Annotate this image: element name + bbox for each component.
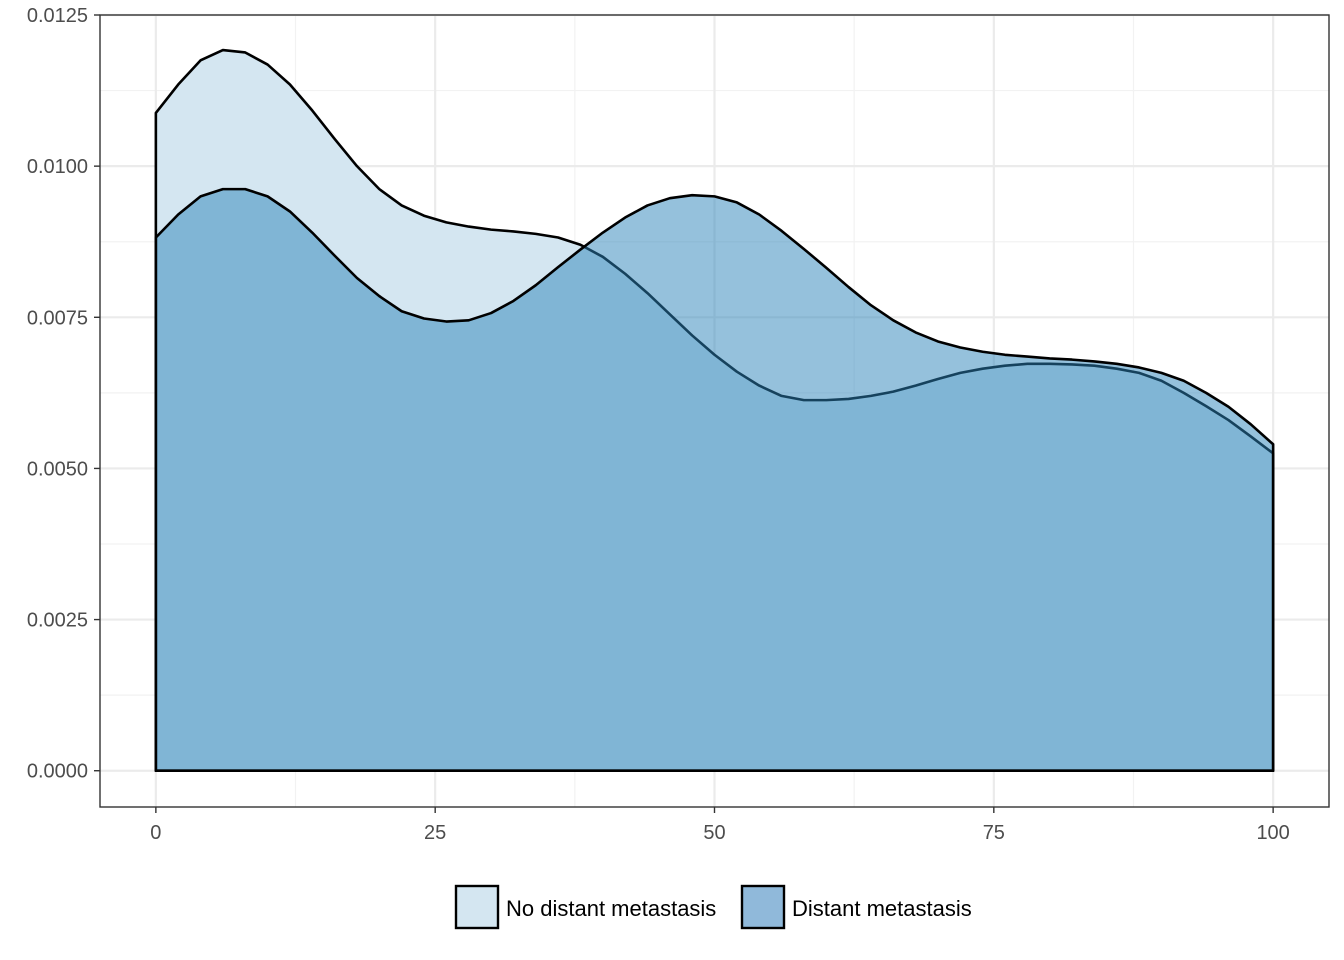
density-area-distant-metastasis (154, 187, 1275, 773)
y-tick-label: 0.0075 (27, 307, 88, 329)
y-tick-label: 0.0050 (27, 458, 88, 480)
x-tick-label: 75 (983, 822, 1005, 844)
x-tick-label: 50 (703, 822, 725, 844)
legend: No distant metastasis Distant metastasis (454, 884, 972, 930)
legend-label-distant-metastasis: Distant metastasis (792, 896, 972, 921)
y-tick-label: 0.0100 (27, 156, 88, 178)
x-tick-label: 100 (1256, 822, 1289, 844)
y-tick-label: 0.0025 (27, 610, 88, 632)
x-tick-label: 25 (424, 822, 446, 844)
y-tick-label: 0.0125 (27, 5, 88, 27)
density-areas (154, 48, 1275, 773)
legend-key-no-distant-metastasis (454, 884, 500, 930)
legend-key-distant-metastasis (740, 884, 786, 930)
axes: 0 25 50 75 100 0.0000 0.0025 0.0050 0.0075 0.0100… (27, 5, 1290, 844)
y-tick-label: 0.0000 (27, 761, 88, 783)
legend-label-no-distant-metastasis: No distant metastasis (506, 896, 716, 921)
x-tick-label: 0 (150, 822, 161, 844)
